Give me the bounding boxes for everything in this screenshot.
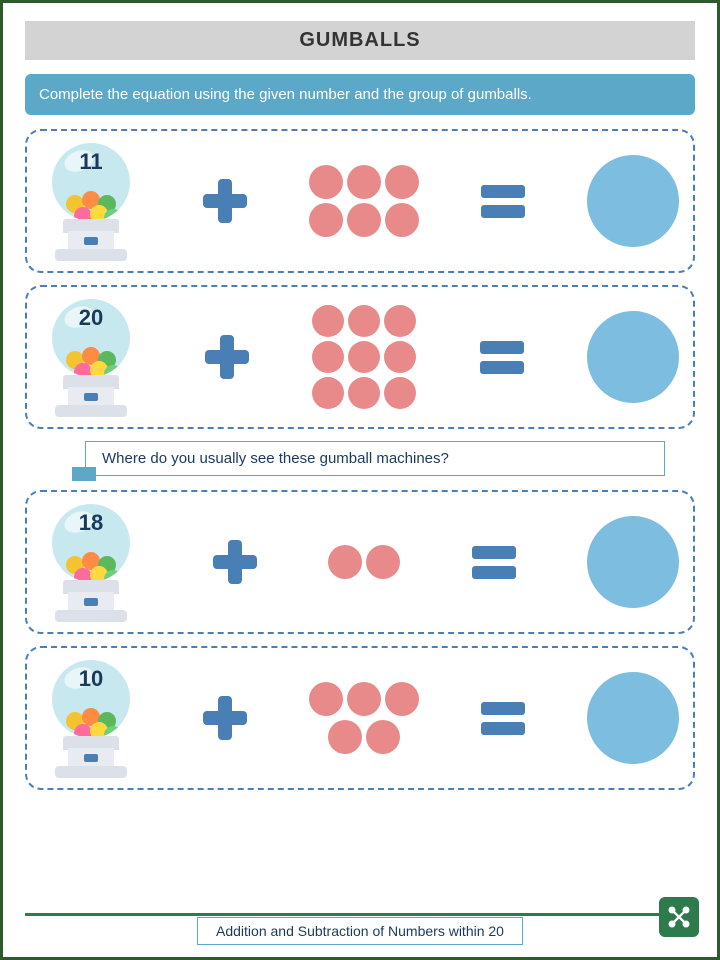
gumball-icon: [309, 203, 343, 237]
gumball-icon: [384, 377, 416, 409]
machine-globe: 10: [52, 660, 130, 738]
gumball-group: [312, 305, 416, 409]
plus-icon: [203, 333, 251, 381]
gumball-icon: [348, 377, 380, 409]
gumball-icon: [347, 165, 381, 199]
answer-circle[interactable]: [587, 516, 679, 608]
gumball-icon: [328, 720, 362, 754]
gumball-icon: [347, 203, 381, 237]
equals-icon: [479, 177, 527, 225]
gumball-icon: [366, 720, 400, 754]
gumball-icon: [312, 305, 344, 337]
gumball-machine: 18: [41, 502, 141, 622]
plus-icon: [201, 694, 249, 742]
gumball-icon: [366, 545, 400, 579]
gumball-icon: [328, 545, 362, 579]
gumball-group: [328, 545, 400, 579]
machine-number: 11: [79, 149, 102, 175]
gumball-icon: [309, 682, 343, 716]
footer-text: Addition and Subtraction of Numbers with…: [197, 917, 523, 945]
gumball-icon: [347, 682, 381, 716]
answer-circle[interactable]: [587, 672, 679, 764]
plus-icon: [211, 538, 259, 586]
worksheet-page: GUMBALLS Complete the equation using the…: [0, 0, 720, 960]
problems-container: 11 20 Where do you usually see these gum…: [25, 129, 695, 790]
gumball-machine: 11: [41, 141, 141, 261]
gumball-icon: [384, 341, 416, 373]
answer-circle[interactable]: [587, 155, 679, 247]
machine-base: [55, 375, 127, 417]
problem-box: 11: [25, 129, 695, 273]
gumball-group: [309, 682, 419, 754]
instruction-text: Complete the equation using the given nu…: [25, 74, 695, 115]
gumball-icon: [312, 341, 344, 373]
footer: Addition and Subtraction of Numbers with…: [3, 913, 717, 945]
gumball-icon: [385, 682, 419, 716]
gumball-icon: [348, 305, 380, 337]
gumball-icon: [348, 341, 380, 373]
gumball-icon: [385, 165, 419, 199]
equals-icon: [479, 694, 527, 742]
machine-number: 18: [79, 510, 103, 536]
plus-icon: [201, 177, 249, 225]
equals-icon: [478, 333, 526, 381]
gumball-icon: [312, 377, 344, 409]
gumball-machine: 10: [41, 658, 141, 778]
problem-box: 10: [25, 646, 695, 790]
machine-globe: 11: [52, 143, 130, 221]
gumball-icon: [309, 165, 343, 199]
machine-globe: 18: [52, 504, 130, 582]
problem-box: 20: [25, 285, 695, 429]
page-title: GUMBALLS: [25, 21, 695, 60]
footer-line: [25, 913, 695, 916]
answer-circle[interactable]: [587, 311, 679, 403]
gumball-icon: [384, 305, 416, 337]
gumball-icon: [385, 203, 419, 237]
badge-icon: [659, 897, 699, 937]
machine-globe: 20: [52, 299, 130, 377]
question-prompt: Where do you usually see these gumball m…: [85, 441, 665, 476]
gumball-group: [309, 165, 419, 237]
machine-base: [55, 736, 127, 778]
gumball-machine: 20: [41, 297, 141, 417]
machine-base: [55, 580, 127, 622]
machine-number: 20: [79, 305, 103, 331]
machine-number: 10: [79, 666, 103, 692]
equals-icon: [470, 538, 518, 586]
machine-base: [55, 219, 127, 261]
problem-box: 18: [25, 490, 695, 634]
